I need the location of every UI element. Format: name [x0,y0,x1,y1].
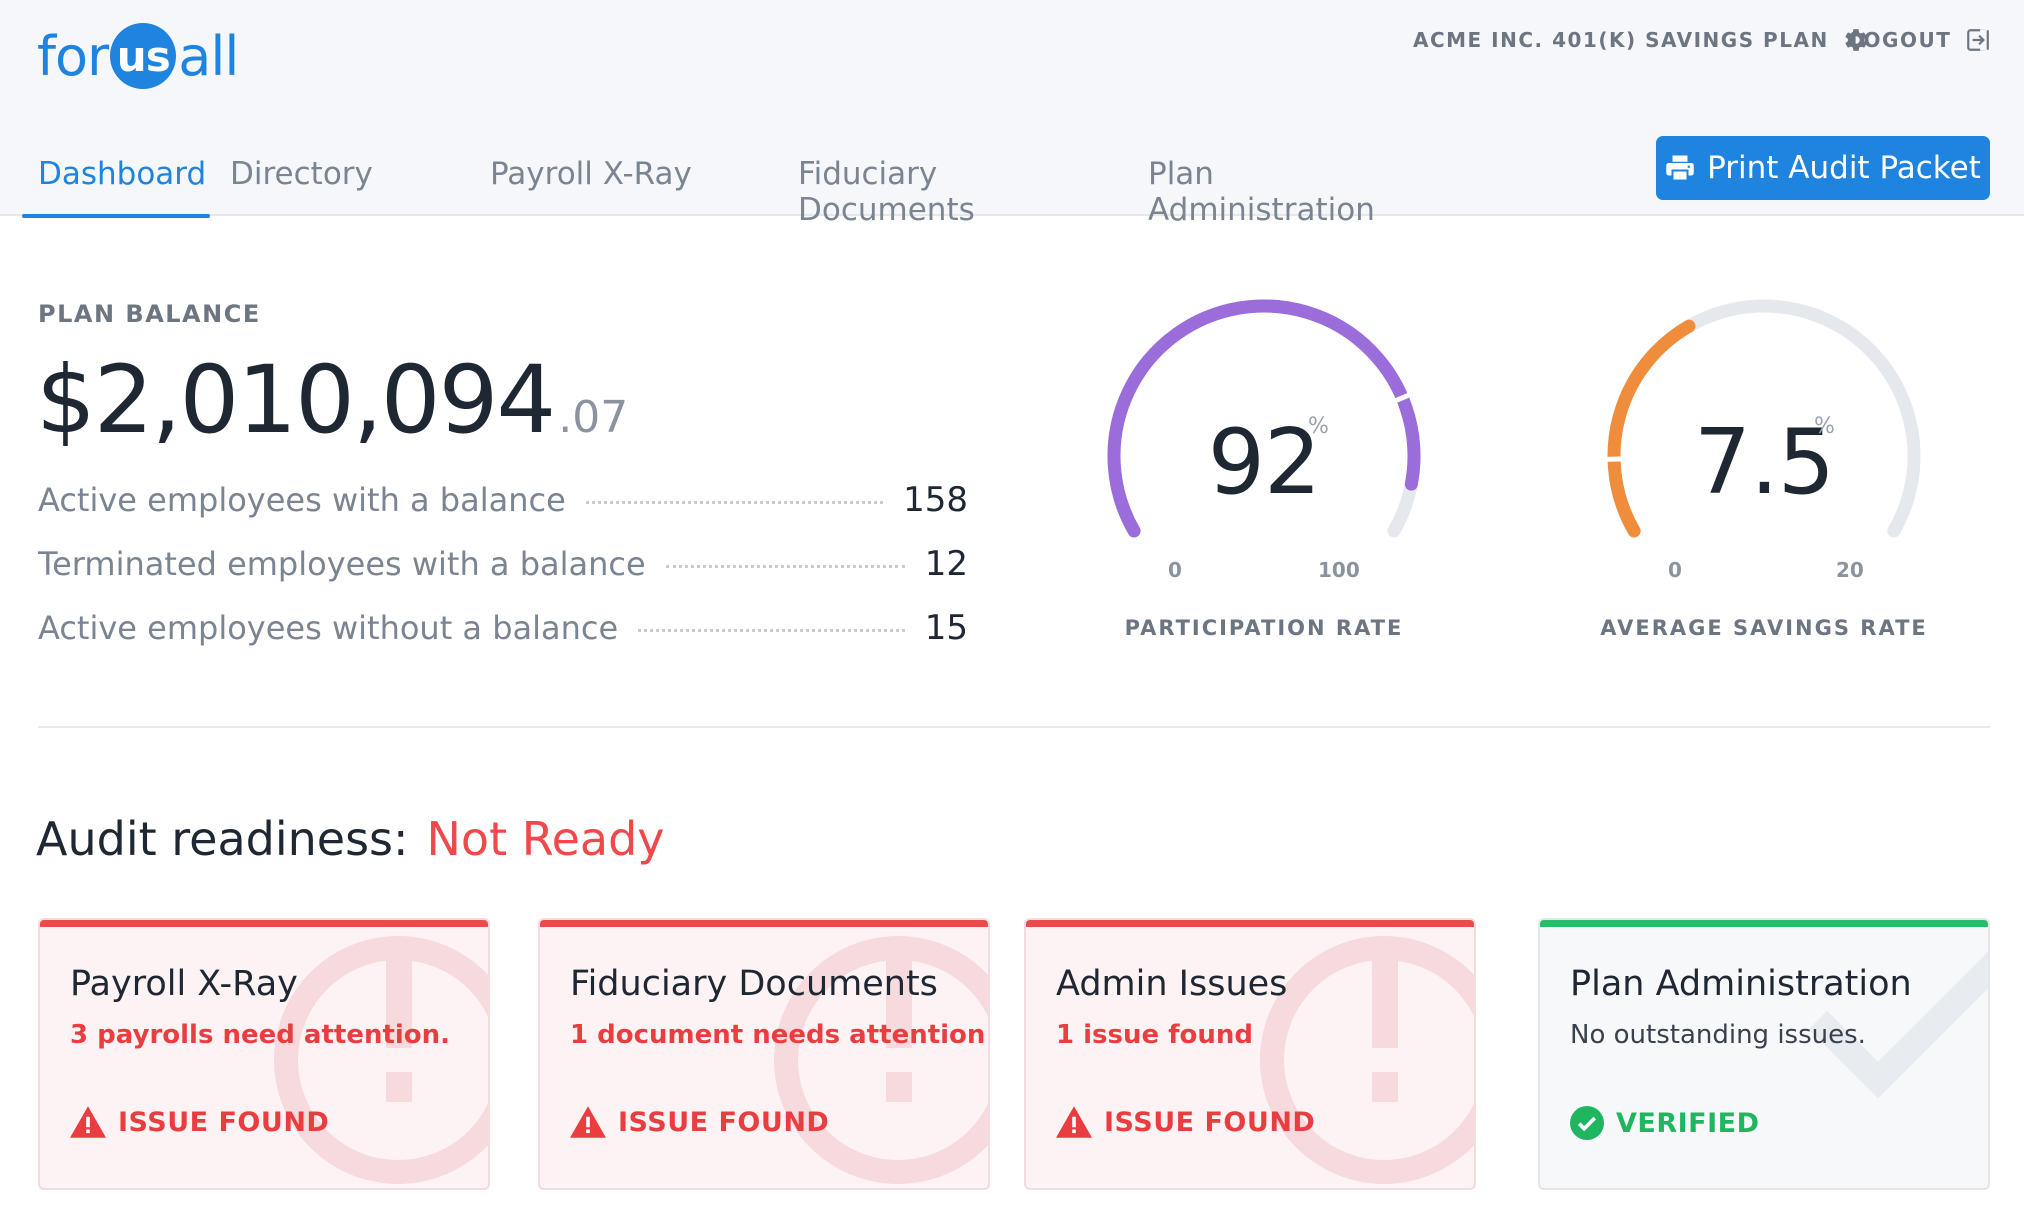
stat-row: Active employees without a balance 15 [38,596,968,660]
payroll-x-ray-card[interactable]: Payroll X-Ray 3 payrolls need attention.… [38,918,490,1190]
stat-value: 12 [924,544,968,584]
exclamation-watermark-icon [274,936,488,1184]
gauge-arc-svg [1107,299,1421,538]
stat-row: Active employees with a balance 158 [38,468,968,532]
dotted-leader [665,564,905,568]
tab-fiduciary-documents[interactable]: Fiduciary Documents [770,150,1126,228]
dotted-leader [638,628,905,632]
card-subtitle: 3 payrolls need attention. [70,1020,451,1050]
audit-readiness-label: Audit readiness: [36,812,409,866]
tab-label: Directory [230,156,373,192]
gear-icon [1845,29,1867,51]
tab-directory[interactable]: Directory [210,150,380,216]
logo-text-all: all [178,24,239,88]
gauge-max-label: 20 [1836,558,1864,582]
plan-administration-card[interactable]: Plan Administration No outstanding issue… [1538,918,1990,1190]
card-status-label: VERIFIED [1616,1107,1760,1139]
gauge-tick [1392,391,1413,405]
tab-label: Fiduciary Documents [798,156,975,228]
logo-text-for: for [37,24,109,88]
tab-label: Plan Administration [1148,156,1375,228]
logout-icon [1967,29,1990,51]
fiduciary-documents-card[interactable]: Fiduciary Documents 1 document needs att… [538,918,990,1190]
tab-plan-administration[interactable]: Plan Administration [1126,150,1446,228]
card-subtitle: 1 document needs attention. [570,1020,990,1050]
stat-label: Active employees with a balance [38,481,566,519]
stat-label: Active employees without a balance [38,609,619,647]
card-title: Fiduciary Documents [570,964,938,1004]
warning-triangle-icon [1056,1106,1092,1138]
exclamation-watermark-icon [1260,936,1474,1184]
gauge-arc-svg [1603,299,1921,538]
card-status-bar [1540,920,1988,927]
plan-selector[interactable]: ACME INC. 401(K) SAVINGS PLAN [1413,28,1869,52]
check-circle-icon [1570,1106,1604,1140]
card-subtitle: 1 issue found [1056,1020,1254,1050]
card-status-label: ISSUE FOUND [118,1106,330,1138]
average-savings-rate-gauge: 7.5 % 0 20 AVERAGE SAVINGS RATE [1594,290,1934,650]
card-status-label: ISSUE FOUND [1104,1106,1316,1138]
employee-stats: Active employees with a balance 158 Term… [38,468,968,660]
card-status: ISSUE FOUND [1056,1106,1315,1138]
gauge-fill [1607,319,1696,538]
printer-icon [1666,155,1694,182]
card-title: Admin Issues [1056,964,1288,1004]
section-divider [38,726,1990,728]
stat-value: 15 [924,608,968,648]
plan-balance-amount: $2,010,094 .07 [36,346,628,455]
card-status: ISSUE FOUND [70,1106,329,1138]
tab-label: Dashboard [38,156,207,192]
print-audit-packet-button[interactable]: Print Audit Packet [1656,136,1990,200]
card-status: ISSUE FOUND [570,1106,829,1138]
print-audit-packet-label: Print Audit Packet [1707,150,1981,186]
tab-label: Payroll X-Ray [490,156,692,192]
card-title: Plan Administration [1570,964,1912,1004]
card-title: Payroll X-Ray [70,964,298,1004]
plan-balance-dollars: $2,010,094 [36,346,556,455]
card-status-bar [40,920,488,927]
gauge-caption: PARTICIPATION RATE [1124,616,1404,640]
stat-row: Terminated employees with a balance 12 [38,532,968,596]
forusall-logo[interactable]: for us all [37,18,239,94]
stat-label: Terminated employees with a balance [38,545,646,583]
warning-triangle-icon [570,1106,606,1138]
plan-name-label: ACME INC. 401(K) SAVINGS PLAN [1413,28,1829,52]
warning-triangle-icon [70,1106,106,1138]
gauge-min-label: 0 [1168,558,1182,582]
card-status-label: ISSUE FOUND [618,1106,830,1138]
audit-readiness-status: Not Ready [426,812,665,866]
card-subtitle: No outstanding issues. [1570,1020,1866,1050]
card-status-bar [540,920,988,927]
plan-balance-cents: .07 [558,392,629,443]
dotted-leader [585,500,884,504]
main-tabs: Dashboard Directory Payroll X-Ray Fiduci… [22,150,1446,228]
checkmark-watermark-icon [1808,951,1988,1099]
gauge-value: 92 [1207,410,1322,515]
gauge-max-label: 100 [1318,558,1360,582]
gauge-unit: % [1814,414,1835,439]
card-status: VERIFIED [1570,1106,1760,1140]
logout-link[interactable]: LOGOUT [1850,28,1991,52]
admin-issues-card[interactable]: Admin Issues 1 issue found ISSUE FOUND [1024,918,1476,1190]
gauge-min-label: 0 [1668,558,1682,582]
tab-payroll-x-ray[interactable]: Payroll X-Ray [380,150,770,216]
app-header: for us all ACME INC. 401(K) SAVINGS PLAN… [0,0,2024,228]
stat-value: 158 [903,480,968,520]
gauge-value: 7.5 [1693,410,1835,515]
card-status-bar [1026,920,1474,927]
logo-text-us: us [110,23,177,89]
plan-balance-label: PLAN BALANCE [38,300,261,328]
gauge-unit: % [1308,414,1329,439]
gauge-caption: AVERAGE SAVINGS RATE [1600,616,1928,640]
logout-label: LOGOUT [1850,28,1952,52]
exclamation-watermark-icon [774,936,988,1184]
participation-rate-gauge: 92 % 0 100 PARTICIPATION RATE [1094,290,1434,650]
audit-readiness-heading: Audit readiness: Not Ready [36,812,665,866]
tab-dashboard[interactable]: Dashboard [22,150,210,218]
